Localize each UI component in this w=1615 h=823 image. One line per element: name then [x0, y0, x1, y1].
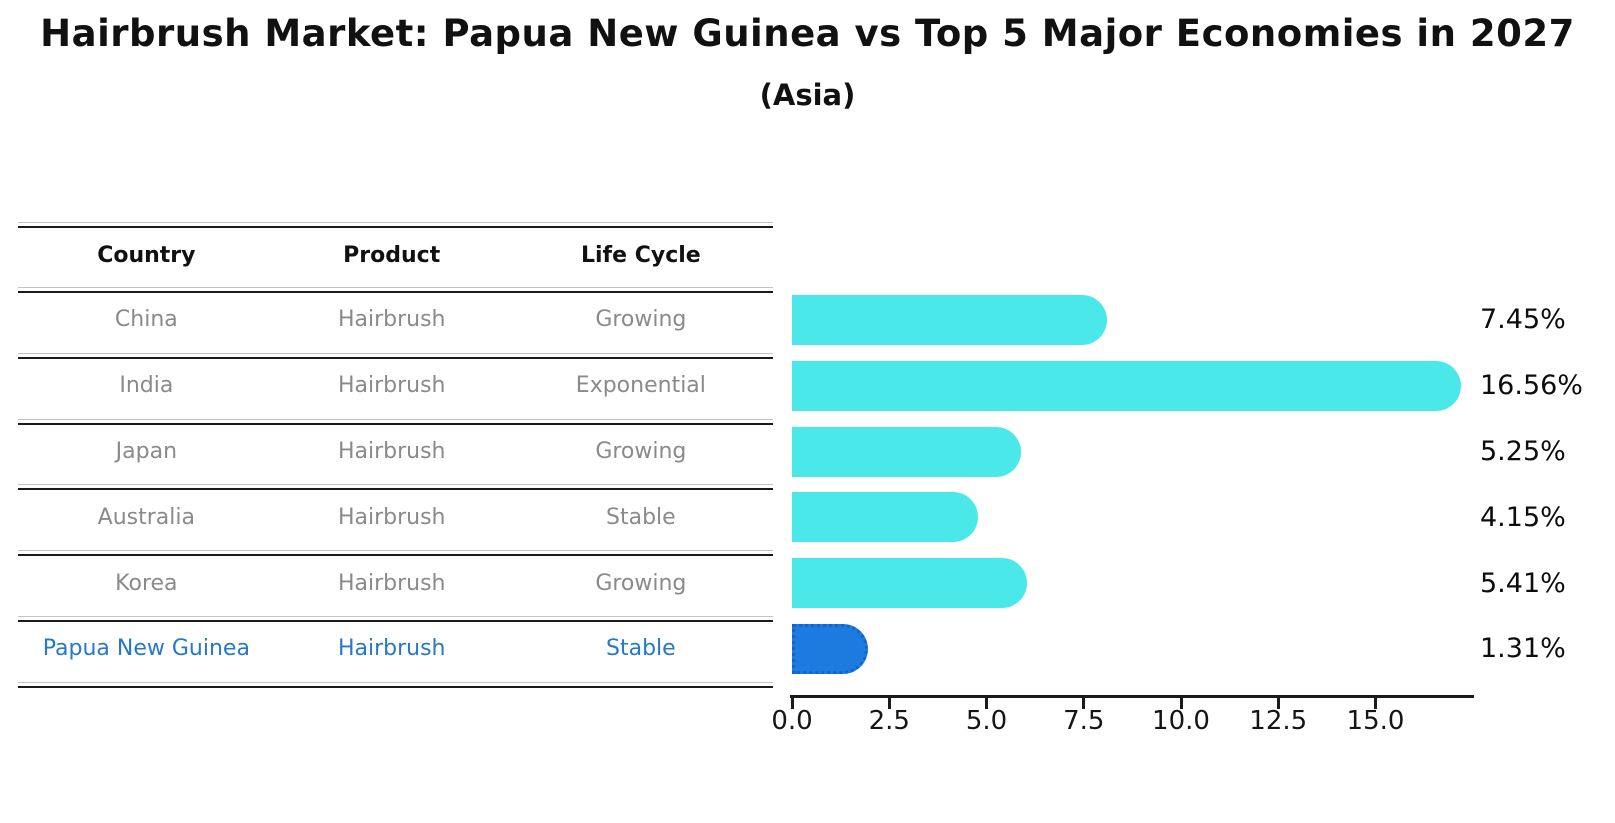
- x-axis-line: [790, 695, 1474, 698]
- x-tick-label: 10.0: [1152, 706, 1210, 736]
- cell-country: China: [114, 307, 178, 333]
- table-separator-line: [18, 681, 773, 688]
- bar-australia: [792, 492, 979, 543]
- cell-country: Australia: [97, 504, 195, 530]
- x-tick: [1276, 698, 1280, 709]
- cell-life-cycle: Exponential: [575, 373, 706, 399]
- bar-japan: [792, 426, 1022, 477]
- column-header-country: Country: [97, 243, 196, 269]
- bar-value-label: 1.31%: [1480, 633, 1566, 665]
- cell-life-cycle: Growing: [595, 307, 687, 333]
- cell-country: India: [119, 373, 174, 399]
- table-row-australia: Australia Hairbrush Stable: [18, 484, 773, 550]
- cell-country: Papua New Guinea: [42, 636, 250, 662]
- cell-product: Hairbrush: [337, 373, 446, 399]
- cell-product: Hairbrush: [337, 438, 446, 464]
- cell-country: Japan: [115, 438, 178, 464]
- x-tick-label: 0.0: [771, 706, 813, 736]
- table-row-korea: Korea Hairbrush Growing: [18, 550, 773, 616]
- bar-value-label: 16.56%: [1480, 370, 1583, 402]
- x-tick-label: 15.0: [1346, 706, 1405, 736]
- table-separator-line: [18, 418, 773, 425]
- cell-country: Korea: [115, 570, 178, 596]
- table-separator-line: [18, 222, 773, 228]
- cell-life-cycle: Growing: [595, 438, 687, 464]
- x-tick: [887, 698, 891, 709]
- chart-title: Hairbrush Market: Papua New Guinea vs To…: [40, 12, 1575, 55]
- cell-life-cycle: Stable: [606, 636, 676, 662]
- table-header-row: Country Product Life Cycle: [18, 223, 773, 289]
- x-tick-label: 7.5: [1063, 706, 1105, 736]
- table-separator-line: [18, 484, 773, 491]
- cell-product: Hairbrush: [337, 504, 446, 530]
- x-tick: [1374, 698, 1377, 709]
- cell-product: Hairbrush: [337, 307, 446, 333]
- table-row-japan: Japan Hairbrush Growing: [18, 419, 773, 485]
- cell-product: Hairbrush: [337, 636, 446, 662]
- cell-life-cycle: Growing: [595, 570, 687, 596]
- cell-life-cycle: Stable: [606, 504, 676, 530]
- chart-subtitle: (Asia): [759, 78, 856, 112]
- bar-china: [792, 294, 1107, 345]
- table-separator-line: [18, 616, 773, 622]
- x-tick: [985, 698, 988, 709]
- table-separator-line: [18, 550, 773, 557]
- bar-papua-new-guinea: [792, 623, 868, 674]
- bar-value-label: 5.41%: [1480, 567, 1566, 599]
- bar-value-label: 4.15%: [1480, 501, 1566, 533]
- column-header-product: Product: [343, 243, 441, 269]
- bar-chart: [790, 287, 1490, 682]
- bar-korea: [792, 558, 1028, 609]
- x-tick: [1179, 698, 1183, 709]
- table-row-india: India Hairbrush Exponential: [18, 353, 773, 419]
- table-separator-line: [18, 287, 773, 293]
- x-tick: [790, 698, 794, 709]
- table-row-papua-new-guinea: Papua New Guinea Hairbrush Stable: [18, 616, 773, 682]
- bar-india: [792, 360, 1462, 411]
- bar-value-label: 5.25%: [1480, 436, 1566, 467]
- x-tick-label: 2.5: [868, 706, 910, 736]
- table-separator-line: [18, 352, 773, 359]
- x-tick-label: 5.0: [965, 706, 1008, 736]
- cell-product: Hairbrush: [337, 570, 446, 596]
- x-tick-label: 12.5: [1249, 706, 1308, 736]
- x-tick: [1082, 698, 1086, 709]
- column-header-life-cycle: Life Cycle: [581, 243, 701, 269]
- table-row-china: China Hairbrush Growing: [18, 287, 773, 353]
- bar-value-label: 7.45%: [1480, 304, 1566, 336]
